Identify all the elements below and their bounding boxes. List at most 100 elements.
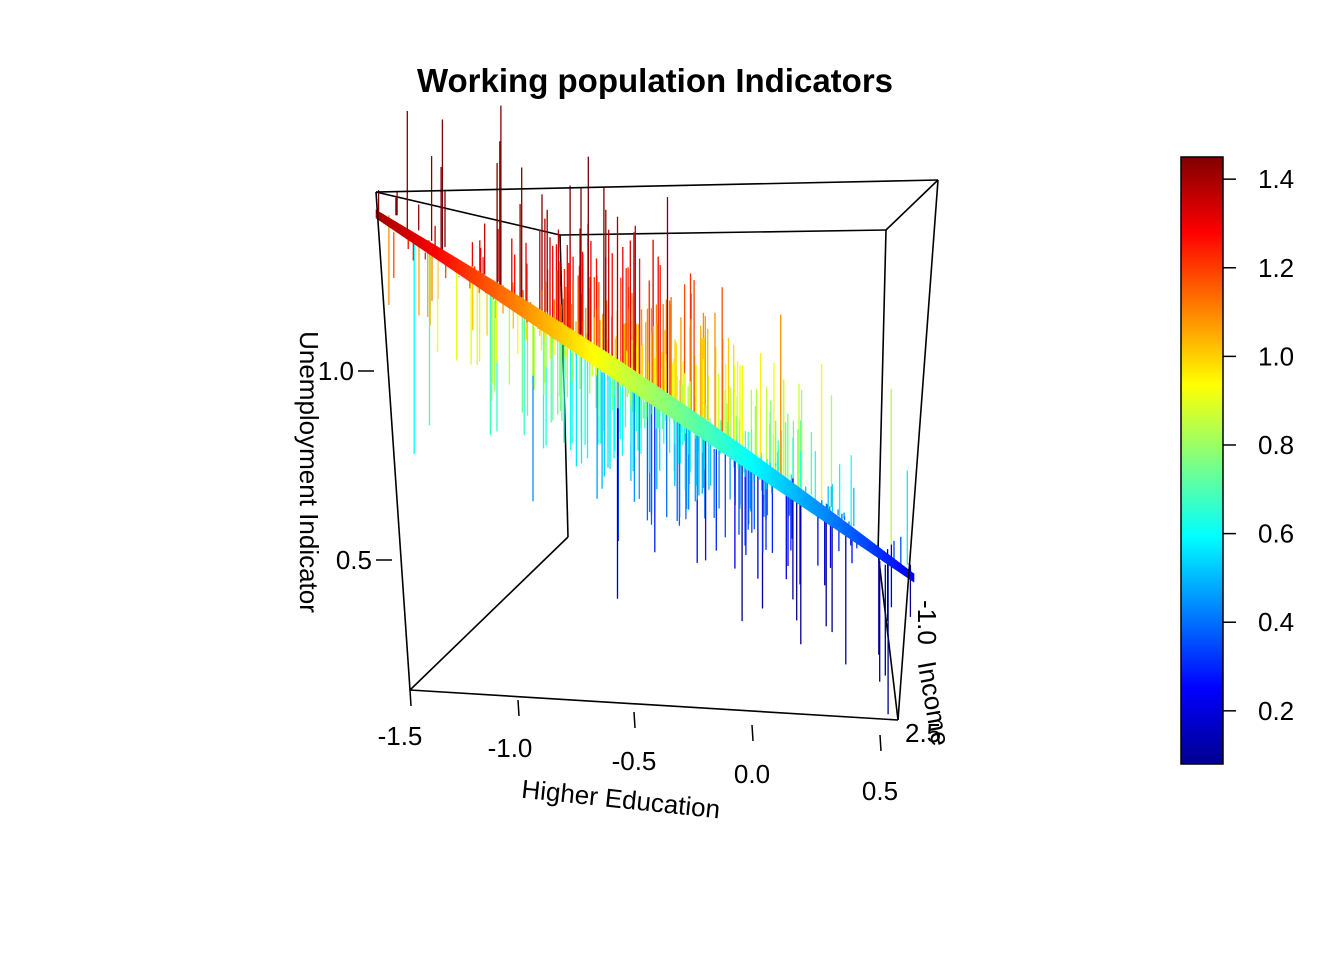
plane-strip xyxy=(691,409,695,434)
plane-strip xyxy=(796,485,800,505)
x-tick-label: 0.5 xyxy=(862,776,898,806)
plane-strip xyxy=(632,369,636,394)
plane-strip xyxy=(395,221,399,234)
plane-strip xyxy=(444,250,448,267)
plane-strip xyxy=(857,530,861,547)
plane-strip xyxy=(678,400,682,426)
plane-strip xyxy=(708,421,712,446)
plane-strip xyxy=(855,529,859,545)
plane-strip xyxy=(715,426,719,451)
plane-strip xyxy=(867,538,871,553)
plane-strip xyxy=(590,341,594,366)
plane-strip xyxy=(769,465,773,487)
colorbar-tick-label: 0.6 xyxy=(1258,519,1294,549)
plane-strip xyxy=(505,287,509,308)
plane-strip xyxy=(402,225,406,239)
plane-strip xyxy=(441,248,445,265)
plane-strip xyxy=(493,279,497,300)
box-edge xyxy=(897,179,939,721)
plane-strip xyxy=(720,430,724,454)
x-tick xyxy=(409,689,412,707)
plane-strip xyxy=(539,308,543,332)
plane-strip xyxy=(380,212,384,224)
box-edge xyxy=(559,229,887,236)
plane-strip xyxy=(718,428,722,452)
plane-strip xyxy=(705,419,709,444)
plane-strip xyxy=(674,397,678,423)
x-axis-label: Higher Education xyxy=(520,774,722,825)
plane-strip xyxy=(617,359,621,385)
plane-strip xyxy=(830,510,834,528)
plane-strip xyxy=(825,506,829,525)
plane-strip xyxy=(886,553,890,567)
plane-strip xyxy=(475,269,480,289)
plane-strip xyxy=(554,318,558,342)
plane-strip xyxy=(877,545,881,560)
plane-strip xyxy=(779,472,783,494)
plane-strip xyxy=(872,541,876,557)
plane-strip xyxy=(644,377,648,403)
plane-strip xyxy=(490,278,494,298)
plane-strip xyxy=(764,461,768,484)
plane-strip xyxy=(774,468,778,490)
perspective-box-front xyxy=(375,179,939,721)
z-tick-label: 0.5 xyxy=(336,545,372,575)
plane-strip xyxy=(383,213,387,226)
plane-strip xyxy=(832,512,837,530)
plane-strip xyxy=(419,235,423,251)
plane-strip xyxy=(852,527,856,543)
data-stems xyxy=(377,105,912,715)
plane-strip xyxy=(387,216,391,229)
plane-strip xyxy=(732,438,736,462)
plane-strip xyxy=(412,231,416,246)
plane-strip xyxy=(427,240,431,255)
plane-strip xyxy=(703,417,707,442)
plane-strip xyxy=(615,357,619,383)
plane-strip xyxy=(869,540,873,555)
colorbar-tick-label: 1.2 xyxy=(1258,253,1294,283)
plane-strip xyxy=(722,431,727,456)
x-tick xyxy=(879,734,882,752)
box-edge xyxy=(885,179,939,231)
x-tick-label: -1.5 xyxy=(378,721,423,751)
plane-strip xyxy=(561,322,565,346)
plane-strip xyxy=(588,340,592,365)
plane-strip xyxy=(405,226,409,241)
plane-strip xyxy=(556,319,560,343)
plane-strip xyxy=(456,257,460,275)
plane-strip xyxy=(766,463,771,485)
regression-plane xyxy=(375,209,915,583)
plane-strip xyxy=(894,558,898,571)
plane-strip xyxy=(608,352,612,378)
plane-strip xyxy=(781,474,785,495)
plane-strip xyxy=(696,412,700,437)
plane-strip xyxy=(576,332,580,356)
plane-strip xyxy=(573,330,577,355)
plane-strip xyxy=(879,547,883,562)
plane-strip xyxy=(529,302,533,325)
plane-strip xyxy=(901,564,905,576)
plane-strip xyxy=(471,266,475,285)
plane-strip xyxy=(451,254,455,272)
z-tick-label: 1.0 xyxy=(318,356,354,386)
plane-strip xyxy=(801,488,805,509)
plane-strip xyxy=(654,384,658,409)
plane-strip xyxy=(889,554,893,568)
plane-strip xyxy=(595,344,599,370)
plane-strip xyxy=(532,304,536,327)
x-tick-label: -1.0 xyxy=(488,733,533,763)
plane-strip xyxy=(502,286,506,307)
plane-strip xyxy=(786,477,790,499)
plane-strip xyxy=(664,390,668,416)
plane-strip xyxy=(500,284,504,305)
plane-strip xyxy=(422,237,426,252)
plane-strip xyxy=(749,451,753,474)
colorbar-tick-label: 1.0 xyxy=(1258,341,1294,371)
plane-strip xyxy=(409,229,413,244)
plane-strip xyxy=(771,467,775,489)
plane-strip xyxy=(759,458,763,480)
plane-strip xyxy=(461,260,465,279)
plane-strip xyxy=(676,399,680,424)
plane-strip xyxy=(639,374,643,399)
x-tick xyxy=(633,711,636,729)
